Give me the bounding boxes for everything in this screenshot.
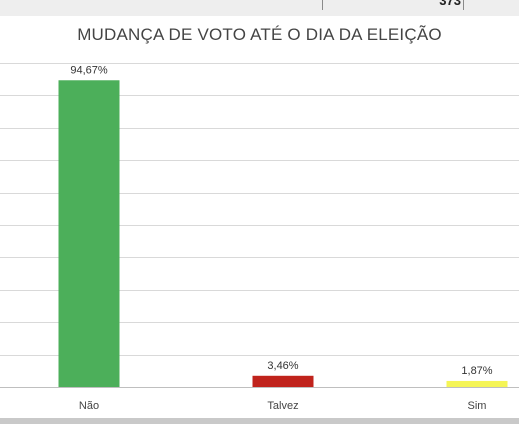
bottom-area: [0, 424, 519, 440]
category-label: Sim: [468, 400, 487, 412]
cell-value: 373: [439, 0, 461, 8]
data-label: 1,87%: [461, 365, 492, 377]
data-label: 3,46%: [267, 360, 298, 372]
top-strip: 373: [0, 0, 519, 16]
bottom-scroll-bar: [0, 418, 519, 424]
data-label: 94,67%: [70, 64, 108, 76]
bar-talvez: [252, 375, 314, 387]
bar-não: [58, 80, 120, 388]
category-label: Não: [79, 400, 99, 412]
cell-divider: [463, 0, 464, 10]
bar-sim: [446, 380, 508, 387]
chart-title: MUDANÇA DE VOTO ATÉ O DIA DA ELEIÇÃO: [77, 25, 442, 44]
category-label: Talvez: [267, 400, 298, 412]
cell-divider: [322, 0, 323, 10]
